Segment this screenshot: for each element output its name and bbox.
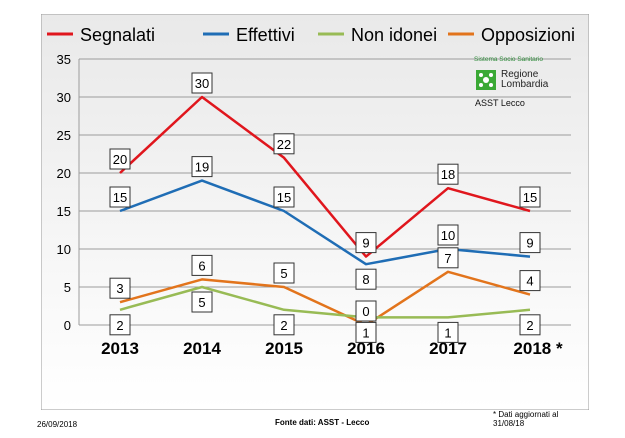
logo-top-text: Sistema Socio Sanitario xyxy=(474,56,544,63)
grid xyxy=(79,58,571,326)
svg-text:7: 7 xyxy=(444,251,451,266)
chart-background xyxy=(41,14,589,410)
data-label: 2 xyxy=(273,314,295,336)
svg-text:22: 22 xyxy=(277,137,291,152)
series-line-effettivi xyxy=(119,179,531,266)
svg-text:Opposizioni: Opposizioni xyxy=(481,25,575,45)
data-label: 15 xyxy=(519,186,541,208)
y-tick-label: 25 xyxy=(57,128,71,143)
logo: Sistema Socio Sanitario Regione Lombardi… xyxy=(474,56,566,114)
data-label: 2 xyxy=(519,314,541,336)
data-label: 1 xyxy=(355,321,377,343)
data-label: 9 xyxy=(355,232,377,254)
data-label: 3 xyxy=(109,277,131,299)
svg-text:20: 20 xyxy=(113,152,127,167)
data-label: 2 xyxy=(109,314,131,336)
footer-date: 26/09/2018 xyxy=(37,420,78,429)
svg-text:8: 8 xyxy=(362,272,369,287)
svg-text:5: 5 xyxy=(198,295,205,310)
svg-text:2: 2 xyxy=(116,318,123,333)
data-label: 15 xyxy=(273,186,295,208)
series-line-non-idonei xyxy=(119,285,531,319)
svg-text:15: 15 xyxy=(523,190,537,205)
x-tick-label: 2016 xyxy=(347,339,385,358)
data-label: 5 xyxy=(191,291,213,313)
x-tick-label: 2013 xyxy=(101,339,139,358)
svg-text:0: 0 xyxy=(362,304,369,319)
y-tick-label: 0 xyxy=(64,318,71,333)
svg-text:1: 1 xyxy=(362,325,369,340)
y-tick-label: 30 xyxy=(57,90,71,105)
svg-text:2: 2 xyxy=(526,318,533,333)
data-label: 0 xyxy=(355,300,377,322)
x-tick-label: 2014 xyxy=(183,339,221,358)
y-tick-label: 15 xyxy=(57,204,71,219)
footnote: * Dati aggiornati al 31/08/18 xyxy=(493,410,559,428)
svg-text:15: 15 xyxy=(277,190,291,205)
data-label: 6 xyxy=(191,254,213,276)
svg-text:15: 15 xyxy=(113,190,127,205)
data-label: 1 xyxy=(437,321,459,343)
data-label: 22 xyxy=(273,133,295,155)
svg-text:9: 9 xyxy=(362,236,369,251)
y-tick-label: 5 xyxy=(64,280,71,295)
legend-item: Opposizioni xyxy=(448,25,575,45)
svg-text:Effettivi: Effettivi xyxy=(236,25,295,45)
y-tick-label: 20 xyxy=(57,166,71,181)
footer-source: Fonte dati: ASST - Lecco xyxy=(275,418,370,427)
legend-item: Segnalati xyxy=(47,25,155,45)
svg-text:4: 4 xyxy=(526,274,533,289)
legend-item: Effettivi xyxy=(203,25,295,45)
data-label: 18 xyxy=(437,163,459,185)
svg-text:10: 10 xyxy=(441,228,455,243)
svg-text:3: 3 xyxy=(116,281,123,296)
logo-mark-icon xyxy=(476,70,496,90)
svg-text:18: 18 xyxy=(441,167,455,182)
svg-text:19: 19 xyxy=(195,160,209,175)
data-label: 5 xyxy=(273,262,295,284)
data-labels: 20 30 22 9 18 15 15 19 15 8 10 9 2 5 2 1 1 2 3 6 5 0 7 4 xyxy=(109,72,541,343)
logo-region: Regione Lombardia xyxy=(501,70,548,90)
x-tick-label: 2018 * xyxy=(513,339,563,358)
series xyxy=(119,95,531,327)
data-label: 19 xyxy=(191,156,213,178)
y-tick-label: 35 xyxy=(57,52,71,67)
svg-text:5: 5 xyxy=(280,266,287,281)
data-label: 15 xyxy=(109,186,131,208)
y-tick-label: 10 xyxy=(57,242,71,257)
svg-text:6: 6 xyxy=(198,258,205,273)
svg-text:1: 1 xyxy=(444,325,451,340)
data-label: 9 xyxy=(519,232,541,254)
series-line-opposizioni xyxy=(119,270,531,327)
data-label: 10 xyxy=(437,224,459,246)
legend-item: Non idonei xyxy=(318,25,437,45)
legend: Segnalati Effettivi Non idonei Opposizioni xyxy=(47,25,575,45)
x-tick-label: 2017 xyxy=(429,339,467,358)
data-label: 7 xyxy=(437,247,459,269)
data-label: 4 xyxy=(519,270,541,292)
svg-text:9: 9 xyxy=(526,236,533,251)
chart-panel: 0 5 10 15 20 25 30 35 2013 2014 2015 2016 2017 2018 *… xyxy=(41,14,589,428)
x-tick-label: 2015 xyxy=(265,339,303,358)
svg-text:Non idonei: Non idonei xyxy=(351,25,437,45)
series-line-segnalati xyxy=(119,95,531,258)
svg-text:Segnalati: Segnalati xyxy=(80,25,155,45)
logo-region-line2: Lombardia xyxy=(501,79,549,90)
logo-region-line1: Regione xyxy=(501,69,539,80)
data-label: 8 xyxy=(355,268,377,290)
data-label: 20 xyxy=(109,148,131,170)
svg-text:30: 30 xyxy=(195,76,209,91)
svg-text:2: 2 xyxy=(280,318,287,333)
logo-asst: ASST Lecco xyxy=(475,98,525,108)
data-label: 30 xyxy=(191,72,213,94)
